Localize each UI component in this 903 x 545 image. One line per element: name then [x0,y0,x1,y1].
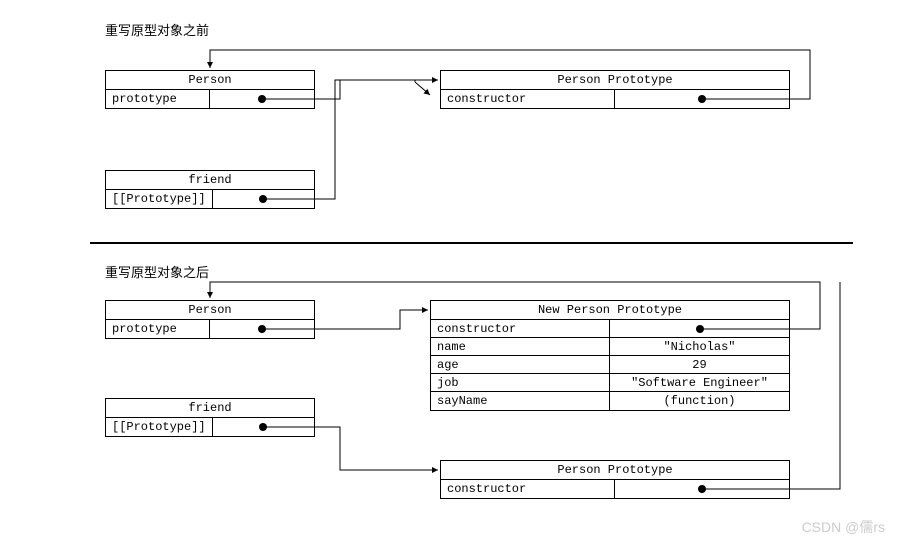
cell-pointer [210,90,314,108]
person-box-before: Person prototype [105,70,315,109]
section-divider [90,242,853,244]
cell-pointer [210,320,314,338]
table-row: [[Prototype]] [106,190,314,208]
pointer-dot [258,95,266,103]
cell-value: (function) [610,392,789,410]
table-row: constructor [441,90,789,108]
section-before-title: 重写原型对象之前 [105,20,209,39]
table-row: prototype [106,90,314,108]
cell-value: "Nicholas" [610,338,789,355]
oldproto-header-after: Person Prototype [441,461,789,480]
table-row: age 29 [431,356,789,374]
cell-value: "Software Engineer" [610,374,789,391]
friend-header-after: friend [106,399,314,418]
cell-label: name [431,338,610,355]
pointer-dot [696,325,704,333]
friend-box-before: friend [[Prototype]] [105,170,315,209]
oldproto-box-after: Person Prototype constructor [440,460,790,499]
cell-value: 29 [610,356,789,373]
table-row: constructor [431,320,789,338]
cell-pointer [213,190,314,208]
cell-label: job [431,374,610,391]
cell-label: [[Prototype]] [106,190,213,208]
cell-label: age [431,356,610,373]
cell-label: constructor [431,320,610,337]
pointer-dot [259,195,267,203]
section-after-title: 重写原型对象之后 [105,262,209,281]
cell-pointer [610,320,789,337]
friend-box-after: friend [[Prototype]] [105,398,315,437]
friend-header-before: friend [106,171,314,190]
newproto-box-after: New Person Prototype constructor name "N… [430,300,790,411]
pointer-dot [698,95,706,103]
person-header-after: Person [106,301,314,320]
cell-pointer [615,90,789,108]
person-box-after: Person prototype [105,300,315,339]
cell-label: constructor [441,480,615,498]
pointer-dot [698,485,706,493]
table-row: name "Nicholas" [431,338,789,356]
cell-pointer [615,480,789,498]
newproto-header-after: New Person Prototype [431,301,789,320]
cell-label: [[Prototype]] [106,418,213,436]
proto-box-before: Person Prototype constructor [440,70,790,109]
table-row: [[Prototype]] [106,418,314,436]
table-row: sayName (function) [431,392,789,410]
pointer-dot [259,423,267,431]
table-row: job "Software Engineer" [431,374,789,392]
cell-label: constructor [441,90,615,108]
proto-header-before: Person Prototype [441,71,789,90]
table-row: constructor [441,480,789,498]
cell-label: prototype [106,90,210,108]
cell-label: prototype [106,320,210,338]
pointer-dot [258,325,266,333]
cell-label: sayName [431,392,610,410]
cell-pointer [213,418,314,436]
watermark: CSDN @儒rs [802,517,885,537]
person-header-before: Person [106,71,314,90]
table-row: prototype [106,320,314,338]
